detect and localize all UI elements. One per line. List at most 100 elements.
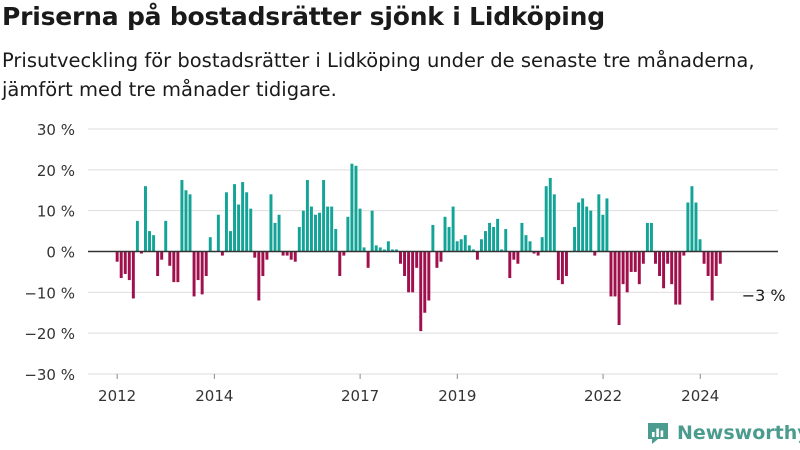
bar bbox=[609, 251, 613, 297]
x-tick-label: 2022 bbox=[584, 387, 622, 405]
bar bbox=[301, 210, 305, 252]
bar bbox=[670, 251, 674, 285]
bar bbox=[678, 251, 682, 305]
bar bbox=[621, 251, 625, 285]
bar bbox=[196, 251, 200, 281]
bar bbox=[447, 227, 451, 252]
y-axis: 30 % 20 % 10 % 0 % −10 % −20 % −30 % bbox=[24, 121, 75, 384]
bar bbox=[123, 251, 127, 274]
bar bbox=[694, 202, 698, 252]
bar bbox=[710, 251, 714, 301]
bar bbox=[374, 245, 378, 252]
bar bbox=[536, 251, 540, 256]
bar bbox=[164, 220, 168, 252]
bar bbox=[556, 251, 560, 281]
bar bbox=[399, 251, 402, 264]
bar bbox=[188, 194, 192, 252]
bar bbox=[148, 231, 152, 252]
newsworthy-logo-icon bbox=[648, 423, 668, 444]
bar bbox=[451, 206, 455, 252]
bar bbox=[233, 184, 237, 252]
bar bbox=[516, 251, 520, 264]
bar bbox=[366, 251, 370, 268]
bar bbox=[338, 251, 342, 276]
bar bbox=[289, 251, 293, 260]
bar bbox=[605, 198, 609, 252]
bar bbox=[293, 251, 297, 262]
brand-logo: Newsworthy bbox=[645, 419, 800, 447]
bar bbox=[192, 251, 196, 297]
bars bbox=[115, 163, 722, 332]
bar bbox=[309, 206, 313, 252]
bar bbox=[512, 251, 516, 260]
bar bbox=[528, 241, 532, 252]
bar bbox=[500, 249, 504, 252]
bar bbox=[479, 239, 483, 252]
bar bbox=[115, 251, 119, 262]
bar bbox=[573, 227, 577, 252]
bar bbox=[633, 251, 637, 272]
bar bbox=[184, 190, 188, 252]
bar bbox=[220, 251, 224, 256]
bar bbox=[427, 251, 431, 301]
bar bbox=[475, 251, 479, 260]
bar bbox=[419, 251, 423, 332]
bar bbox=[346, 216, 350, 252]
bar bbox=[135, 220, 139, 252]
bar bbox=[520, 222, 524, 252]
bar bbox=[370, 210, 374, 252]
bar bbox=[617, 251, 621, 325]
bar bbox=[390, 249, 394, 252]
bar bbox=[625, 251, 629, 293]
bar bbox=[200, 251, 204, 295]
y-tick-label: 10 % bbox=[37, 203, 75, 221]
bar bbox=[318, 212, 322, 252]
bar bbox=[180, 180, 184, 252]
bar bbox=[265, 251, 269, 260]
bar bbox=[629, 251, 633, 272]
bar bbox=[119, 251, 123, 279]
bar bbox=[488, 222, 492, 252]
bar bbox=[277, 214, 281, 252]
bar bbox=[168, 251, 172, 266]
bar bbox=[702, 251, 706, 264]
bar bbox=[249, 208, 253, 252]
bar bbox=[362, 247, 366, 252]
x-tick-label: 2019 bbox=[438, 387, 476, 405]
bar bbox=[439, 251, 443, 262]
bar bbox=[172, 251, 176, 283]
bar bbox=[492, 227, 496, 252]
bar bbox=[455, 241, 459, 252]
bar bbox=[431, 224, 435, 252]
x-tick-label: 2014 bbox=[195, 387, 233, 405]
bar bbox=[216, 214, 220, 252]
bar bbox=[139, 251, 143, 254]
bar bbox=[342, 251, 346, 256]
bar bbox=[273, 222, 277, 252]
bar bbox=[386, 241, 390, 252]
bar bbox=[407, 251, 411, 293]
bar bbox=[237, 204, 241, 252]
y-tick-label: 0 % bbox=[46, 244, 75, 262]
bar bbox=[484, 231, 487, 252]
bar bbox=[443, 216, 447, 252]
last-value-label: −3 % bbox=[742, 286, 786, 305]
bar bbox=[305, 180, 309, 252]
bar bbox=[552, 194, 556, 252]
bar bbox=[144, 186, 147, 252]
bar bbox=[641, 251, 645, 264]
bar bbox=[645, 222, 649, 252]
bar bbox=[654, 251, 657, 264]
bar bbox=[160, 251, 164, 260]
y-tick-label: 20 % bbox=[37, 162, 75, 180]
bar bbox=[176, 251, 180, 283]
bar bbox=[601, 214, 605, 252]
bar bbox=[467, 245, 471, 252]
bar bbox=[463, 235, 467, 252]
y-tick-label: 30 % bbox=[37, 121, 75, 139]
bar bbox=[662, 251, 666, 289]
bar bbox=[314, 214, 317, 252]
bar bbox=[459, 239, 463, 252]
bar bbox=[322, 180, 326, 252]
brand-name: Newsworthy bbox=[677, 422, 800, 444]
